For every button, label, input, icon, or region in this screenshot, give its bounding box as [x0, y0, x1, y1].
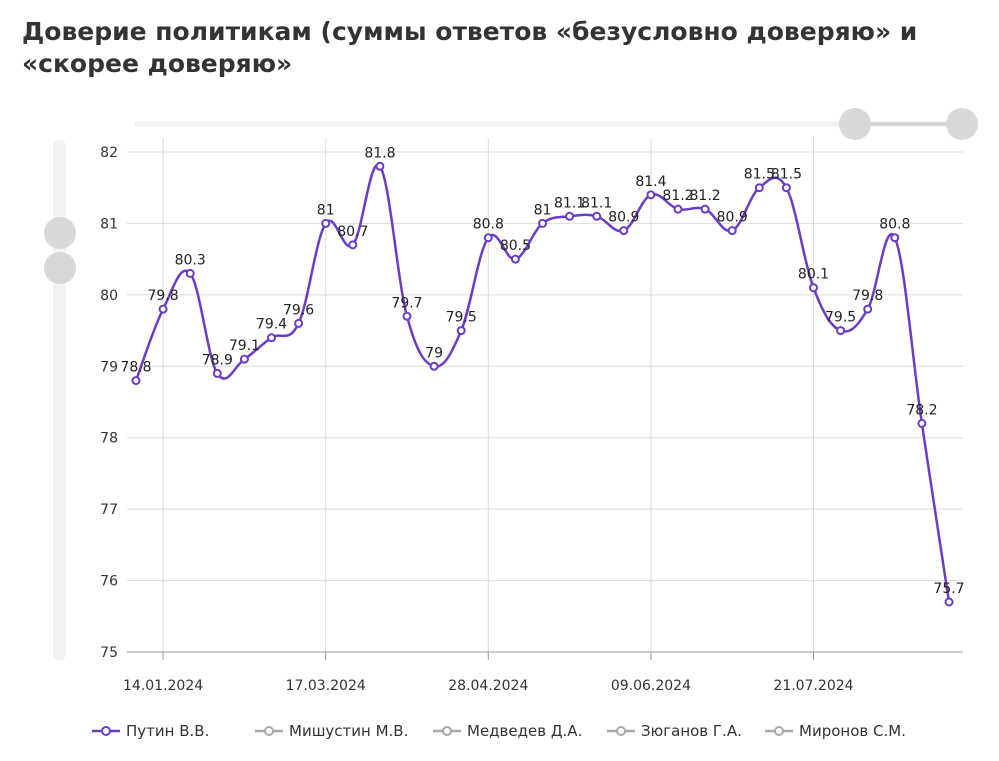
- data-point: [836, 326, 846, 336]
- x-tick-label: 14.01.2024: [123, 678, 203, 694]
- data-point: [348, 240, 358, 250]
- data-point: [402, 311, 412, 321]
- data-label: 81.5: [771, 167, 802, 183]
- data-point: [131, 376, 141, 386]
- series-line: [134, 163, 951, 603]
- data-point: [565, 211, 575, 221]
- data-label: 80.1: [798, 267, 829, 283]
- y-tick-label: 76: [100, 574, 118, 590]
- data-point: [375, 161, 385, 171]
- legend-swatch: [264, 726, 274, 736]
- data-label: 78.2: [906, 402, 937, 418]
- data-point: [294, 318, 304, 328]
- data-point: [185, 268, 195, 278]
- legend-item[interactable]: Зюганов Г.А.: [607, 722, 742, 740]
- data-point: [538, 218, 547, 228]
- y-tick-label: 80: [100, 288, 118, 304]
- data-label: 81.2: [690, 188, 721, 204]
- data-label: 79.6: [283, 302, 314, 318]
- data-point: [267, 333, 276, 343]
- y-tick-label: 82: [100, 145, 118, 161]
- data-point: [483, 233, 493, 243]
- data-point: [673, 204, 683, 214]
- legend-swatch: [616, 726, 626, 736]
- data-label: 79.8: [148, 288, 179, 304]
- data-label: 79.7: [391, 295, 422, 311]
- data-label: 81.1: [581, 195, 612, 211]
- data-label: 81: [534, 202, 552, 218]
- data-point: [917, 418, 927, 428]
- data-label: 80.5: [500, 238, 531, 254]
- data-point: [321, 218, 331, 228]
- data-label: 81.5: [744, 167, 775, 183]
- data-label: 80.7: [337, 224, 368, 240]
- y-tick-label: 78: [100, 431, 118, 447]
- data-label: 80.9: [608, 210, 639, 226]
- data-point: [781, 183, 791, 193]
- data-point: [727, 226, 737, 236]
- range-handle[interactable]: [44, 252, 76, 284]
- x-tick-label: 21.07.2024: [773, 678, 853, 694]
- range-handle[interactable]: [839, 108, 871, 140]
- data-label: 81.8: [364, 145, 395, 161]
- data-label: 75.7: [933, 581, 964, 597]
- data-label: 79.8: [852, 288, 883, 304]
- data-label: 79: [425, 345, 443, 361]
- data-label: 81: [317, 202, 335, 218]
- legend-item[interactable]: Мишустин М.В.: [255, 722, 408, 740]
- data-point: [158, 304, 168, 314]
- legend-label: Миронов С.М.: [799, 722, 906, 740]
- y-tick-label: 75: [100, 645, 118, 661]
- data-point: [754, 183, 764, 193]
- data-label: 81.4: [635, 174, 666, 190]
- data-label: 79.4: [256, 317, 287, 333]
- y-tick-label: 81: [100, 216, 118, 232]
- legend-label: Путин В.В.: [126, 722, 209, 740]
- data-point: [212, 368, 222, 378]
- x-tick-label: 28.04.2024: [448, 678, 528, 694]
- data-point: [619, 226, 629, 236]
- data-point: [944, 597, 954, 607]
- legend-swatch: [442, 726, 452, 736]
- data-label: 79.5: [825, 310, 856, 326]
- legend-swatch: [101, 726, 111, 736]
- legend-label: Медведев Д.А.: [467, 722, 582, 740]
- data-label: 79.1: [229, 338, 260, 354]
- data-label: 80.9: [717, 210, 748, 226]
- y-tick-label: 79: [100, 359, 118, 375]
- range-track: [134, 121, 974, 127]
- x-tick-label: 09.06.2024: [611, 678, 691, 694]
- chart-title: Доверие политикам (суммы ответов «безусл…: [22, 17, 918, 78]
- data-point: [592, 211, 602, 221]
- legend-item[interactable]: Медведев Д.А.: [433, 722, 582, 740]
- data-point: [890, 233, 900, 243]
- x-tick-label: 17.03.2024: [286, 678, 366, 694]
- data-label: 81.1: [554, 195, 585, 211]
- range-handle[interactable]: [946, 108, 978, 140]
- y-tick-label: 77: [100, 502, 118, 518]
- data-point: [239, 354, 249, 364]
- data-point: [510, 254, 520, 264]
- data-label: 80.8: [879, 217, 910, 233]
- legend-item[interactable]: Путин В.В.: [92, 722, 209, 740]
- legend-swatch: [774, 726, 784, 736]
- data-label: 80.8: [473, 217, 504, 233]
- range-handle[interactable]: [44, 217, 76, 249]
- data-label: 78.9: [202, 352, 233, 368]
- data-point: [700, 204, 710, 214]
- data-label: 80.3: [175, 252, 206, 268]
- data-label: 79.5: [446, 310, 477, 326]
- legend-label: Мишустин М.В.: [289, 722, 408, 740]
- data-label: 78.8: [120, 360, 151, 376]
- legend-item[interactable]: Миронов С.М.: [765, 722, 906, 740]
- data-label: 81.2: [662, 188, 693, 204]
- data-point: [646, 190, 656, 200]
- data-point: [456, 326, 466, 336]
- data-point: [429, 361, 439, 371]
- legend-label: Зюганов Г.А.: [641, 722, 742, 740]
- data-point: [863, 304, 873, 314]
- data-point: [809, 283, 818, 293]
